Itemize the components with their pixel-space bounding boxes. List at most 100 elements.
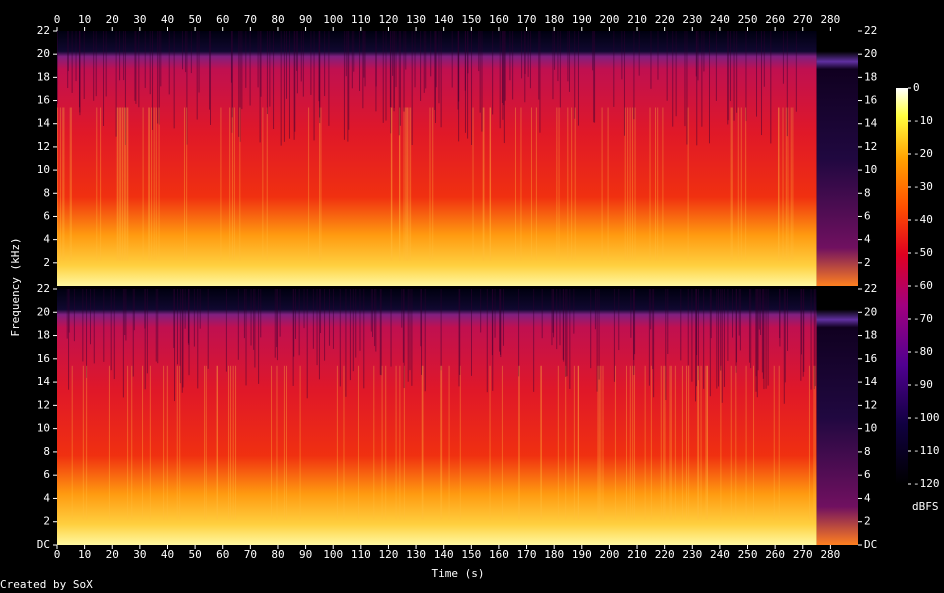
- texture-stripe: [674, 365, 676, 520]
- texture-stripe: [638, 31, 640, 76]
- texture-stripe: [375, 289, 377, 352]
- texture-stripe: [440, 289, 442, 371]
- texture-stripe: [110, 289, 112, 371]
- texture-stripe: [324, 289, 326, 361]
- x-tick-label: 280: [820, 548, 840, 561]
- texture-stripe: [727, 289, 729, 361]
- x-tick-label-top: 280: [820, 13, 840, 26]
- texture-stripe: [273, 31, 275, 130]
- texture-stripe: [399, 31, 401, 126]
- texture-stripe: [520, 107, 522, 261]
- texture-stripe: [470, 289, 472, 376]
- texture-stripe: [551, 289, 553, 346]
- texture-stripe: [524, 31, 526, 103]
- y-tick-label: 4: [43, 233, 50, 246]
- y-tick-label: DC: [37, 538, 50, 551]
- x-tick-label-top: 150: [461, 13, 481, 26]
- texture-stripe: [481, 31, 483, 132]
- texture-stripe: [89, 289, 91, 345]
- texture-stripe: [753, 365, 755, 520]
- texture-stripe: [308, 107, 310, 261]
- texture-stripe: [241, 31, 243, 110]
- texture-stripe: [697, 365, 699, 520]
- texture-stripe: [190, 31, 192, 74]
- texture-stripe: [276, 365, 278, 520]
- texture-stripe: [573, 365, 575, 520]
- texture-stripe: [732, 289, 734, 338]
- texture-stripe: [231, 31, 233, 133]
- texture-stripe: [430, 31, 432, 77]
- texture-stripe: [518, 365, 520, 520]
- x-tick-label: 90: [299, 548, 312, 561]
- x-tick-label: 210: [627, 548, 647, 561]
- texture-stripe: [594, 31, 596, 123]
- texture-stripe: [347, 31, 349, 142]
- texture-stripe: [318, 31, 320, 102]
- texture-stripe: [745, 31, 747, 122]
- texture-stripe: [434, 31, 436, 124]
- texture-stripe: [216, 365, 218, 520]
- texture-stripe: [168, 31, 170, 95]
- texture-stripe: [633, 31, 635, 120]
- texture-stripe: [577, 365, 579, 520]
- texture-stripe: [556, 107, 558, 261]
- texture-stripe: [279, 289, 281, 337]
- texture-stripe: [142, 107, 144, 261]
- texture-stripe: [763, 31, 765, 87]
- texture-stripe: [552, 31, 554, 100]
- texture-stripe: [186, 31, 188, 145]
- texture-stripe: [126, 107, 128, 261]
- texture-stripe: [372, 289, 374, 337]
- x-tick-label: 180: [544, 548, 564, 561]
- x-tick-label-top: 190: [572, 13, 592, 26]
- texture-stripe: [504, 31, 506, 101]
- texture-stripe: [103, 31, 105, 126]
- texture-stripe: [556, 289, 558, 350]
- texture-stripe: [131, 365, 133, 520]
- texture-stripe: [151, 107, 153, 261]
- x-tick-label: 10: [78, 548, 91, 561]
- texture-stripe: [633, 289, 635, 375]
- texture-stripe: [800, 289, 802, 381]
- texture-stripe: [138, 31, 140, 108]
- texture-stripe: [503, 31, 505, 144]
- texture-stripe: [467, 31, 469, 139]
- texture-stripe: [296, 31, 298, 71]
- texture-stripe: [392, 31, 394, 76]
- texture-stripe: [670, 365, 672, 520]
- texture-stripe: [285, 365, 287, 520]
- texture-stripe: [374, 289, 376, 347]
- texture-stripe: [440, 31, 442, 128]
- texture-stripe: [569, 289, 571, 389]
- spectrogram-body: [57, 289, 817, 545]
- texture-stripe: [634, 107, 636, 261]
- texture-stripe: [669, 365, 671, 520]
- texture-stripe: [408, 107, 410, 261]
- x-tick-label: 220: [655, 548, 675, 561]
- texture-stripe: [593, 31, 595, 123]
- texture-stripe: [103, 289, 105, 362]
- texture-stripe: [718, 289, 720, 387]
- texture-stripe: [745, 365, 747, 520]
- y-tick-label-right: 6: [864, 468, 871, 481]
- texture-stripe: [553, 289, 555, 338]
- texture-stripe: [182, 289, 184, 388]
- texture-stripe: [429, 107, 431, 261]
- texture-stripe: [729, 31, 731, 102]
- texture-stripe: [249, 31, 251, 106]
- texture-stripe: [319, 31, 321, 118]
- texture-stripe: [784, 289, 786, 383]
- colorbar-tick-label: 0: [913, 81, 920, 94]
- x-tick-label: 110: [351, 548, 371, 561]
- texture-stripe: [644, 365, 646, 520]
- texture-stripe: [359, 289, 361, 351]
- texture-stripe: [459, 365, 461, 520]
- texture-stripe: [567, 31, 569, 82]
- texture-stripe: [343, 31, 345, 140]
- x-tick-label-top: 10: [78, 13, 91, 26]
- x-tick-label: 0: [54, 548, 61, 561]
- texture-stripe: [691, 289, 693, 382]
- texture-stripe: [380, 289, 382, 376]
- texture-stripe: [629, 365, 631, 520]
- texture-stripe: [108, 365, 110, 520]
